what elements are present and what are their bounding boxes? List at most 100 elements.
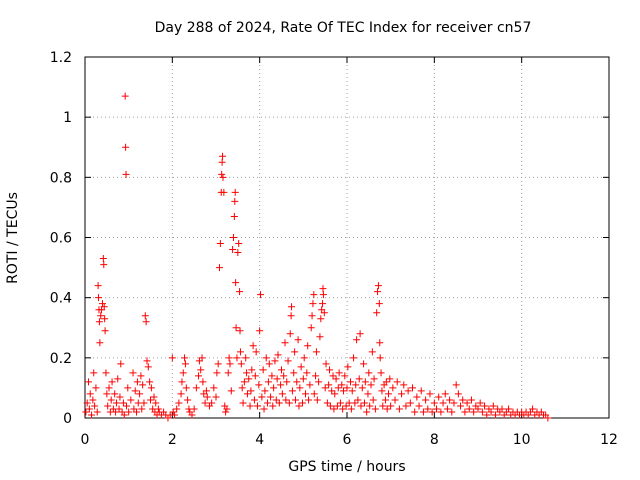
data-point — [334, 384, 342, 392]
data-point — [98, 300, 106, 308]
data-point — [312, 372, 320, 380]
data-point — [319, 285, 327, 293]
data-point — [235, 240, 243, 248]
data-point — [384, 390, 392, 398]
data-point — [82, 408, 90, 416]
data-point — [229, 246, 237, 254]
data-point — [179, 369, 187, 377]
data-point — [298, 399, 306, 407]
data-point — [107, 396, 115, 404]
data-point — [283, 378, 291, 386]
data-point — [219, 173, 227, 181]
data-point — [246, 402, 254, 410]
data-point — [395, 405, 403, 413]
data-point — [236, 327, 244, 335]
data-point — [99, 255, 107, 263]
data-point — [103, 390, 111, 398]
data-point — [262, 354, 270, 362]
data-point — [133, 378, 141, 386]
data-point — [409, 384, 416, 392]
data-point — [470, 408, 478, 416]
data-point — [261, 387, 269, 395]
data-point — [171, 411, 179, 419]
data-point — [288, 387, 296, 395]
data-point — [316, 333, 324, 341]
data-point — [487, 408, 495, 416]
data-point — [199, 378, 207, 386]
data-point — [86, 390, 94, 398]
data-point — [245, 375, 253, 383]
data-point — [443, 405, 451, 413]
data-point — [178, 378, 186, 386]
data-point — [251, 372, 259, 380]
data-point — [268, 372, 276, 380]
data-point — [426, 390, 434, 398]
data-point — [90, 369, 98, 377]
data-point — [544, 414, 552, 422]
data-point — [218, 170, 226, 178]
data-point — [264, 399, 272, 407]
data-point — [213, 369, 221, 377]
data-point — [201, 399, 209, 407]
data-point — [131, 387, 139, 395]
data-point — [96, 339, 104, 347]
y-axis-label: ROTI / TECUs — [5, 192, 21, 284]
data-point — [317, 315, 325, 323]
data-point — [182, 384, 190, 392]
data-point — [339, 405, 347, 413]
x-tick-label: 6 — [343, 432, 352, 448]
data-point — [122, 402, 130, 410]
data-point — [459, 396, 467, 404]
data-point — [348, 387, 356, 395]
data-point — [309, 300, 317, 308]
data-point — [119, 399, 127, 407]
data-point — [111, 390, 119, 398]
data-point — [214, 360, 222, 368]
data-point — [419, 408, 427, 416]
data-point — [303, 369, 311, 377]
data-point — [340, 387, 348, 395]
data-point — [441, 390, 449, 398]
data-point — [216, 240, 224, 248]
data-point — [224, 369, 232, 377]
data-point — [250, 396, 258, 404]
data-point — [386, 375, 394, 383]
data-point — [273, 375, 281, 383]
data-point — [315, 378, 323, 386]
data-point — [240, 378, 248, 386]
grid-lines — [85, 57, 609, 418]
data-point — [367, 381, 375, 389]
data-point — [323, 399, 331, 407]
x-tick-label: 10 — [513, 432, 531, 448]
data-point — [270, 384, 278, 392]
data-point — [210, 384, 218, 392]
data-point — [463, 399, 471, 407]
data-point — [389, 384, 397, 392]
data-point — [115, 405, 123, 413]
data-point — [97, 312, 105, 320]
data-point — [152, 399, 160, 407]
data-point — [448, 408, 456, 416]
data-point — [278, 390, 286, 398]
data-point — [114, 375, 122, 383]
data-point — [116, 393, 124, 401]
data-point — [124, 384, 132, 392]
data-point — [236, 348, 244, 356]
data-point — [272, 396, 280, 404]
data-point — [102, 369, 110, 377]
data-point — [452, 381, 460, 389]
data-point — [424, 405, 432, 413]
data-point — [275, 399, 283, 407]
data-point — [112, 408, 120, 416]
data-point — [150, 393, 158, 401]
data-point — [223, 405, 231, 413]
data-point — [212, 393, 220, 401]
data-point — [281, 339, 289, 347]
data-point — [398, 390, 406, 398]
data-point — [354, 396, 362, 404]
data-point — [481, 402, 489, 410]
data-point — [92, 384, 100, 392]
x-tick-label: 2 — [168, 432, 177, 448]
data-point — [129, 369, 137, 377]
data-point — [100, 303, 108, 311]
